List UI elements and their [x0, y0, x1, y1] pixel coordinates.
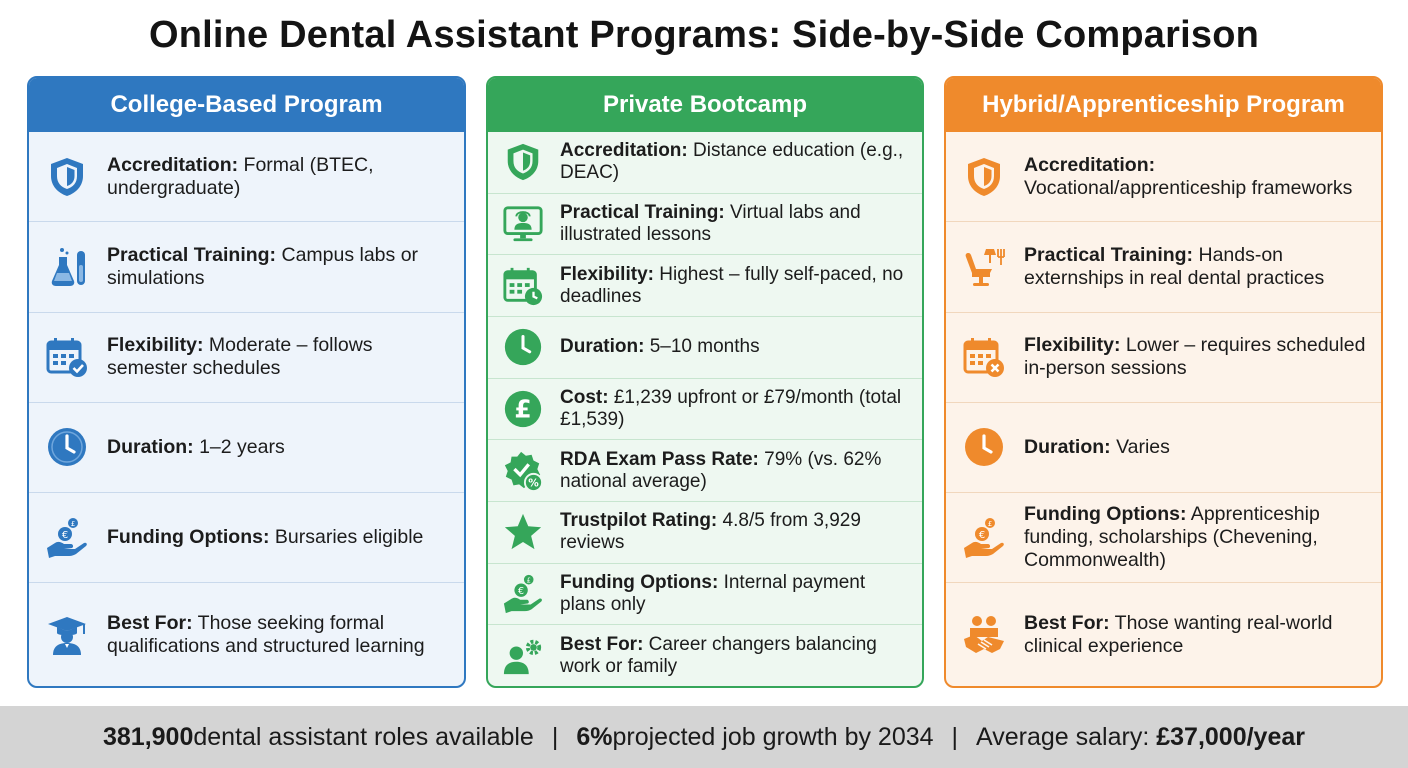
accreditation-row: Accreditation: Distance education (e.g.,… — [488, 132, 922, 193]
clock-icon — [960, 423, 1008, 471]
lab-flask-icon — [43, 243, 91, 291]
funding-options-row: £ € Funding Options: Internal payment pla… — [488, 562, 922, 625]
svg-text:£: £ — [988, 520, 992, 528]
flexibility-row: Flexibility: Moderate – follows semester… — [29, 311, 464, 402]
hand-coins-icon: £ € — [960, 514, 1008, 562]
svg-text:£: £ — [514, 395, 531, 424]
duration-row: Duration: Varies — [946, 401, 1381, 492]
hybrid-program-card: Hybrid/Apprenticeship Program Accreditat… — [944, 76, 1383, 688]
person-gear-icon — [500, 633, 546, 679]
roles-count: 381,900 — [102, 722, 194, 751]
best-for-row: Best For: Those seeking formal qualifica… — [29, 582, 464, 686]
calendar-check-icon — [43, 333, 91, 381]
clock-icon — [500, 324, 546, 370]
cost-row: £ Cost: £1,239 upfront or £79/month (tot… — [488, 377, 922, 440]
college-program-card: College-Based Program Accreditation: For… — [27, 76, 466, 688]
dental-chair-icon — [960, 243, 1008, 291]
virtual-lab-monitor-icon — [500, 201, 546, 247]
accreditation-row: Accreditation: Formal (BTEC, undergradua… — [29, 132, 464, 221]
accreditation-row: Accreditation: Vocational/apprenticeship… — [946, 132, 1381, 221]
svg-text:%: % — [528, 477, 539, 489]
badge-percent-icon: % — [500, 448, 546, 494]
separator: | — [551, 722, 559, 751]
best-for-row: Best For: Those wanting real-world clini… — [946, 582, 1381, 686]
clock-icon — [43, 423, 91, 471]
page-title: Online Dental Assistant Programs: Side-b… — [148, 14, 1260, 56]
hand-coins-icon: £ € — [43, 514, 91, 562]
bootcamp-program-card: Private Bootcamp Accreditation: Distance… — [486, 76, 924, 688]
practical-training-row: Practical Training: Campus labs or simul… — [29, 221, 464, 311]
pound-coin-icon: £ — [500, 386, 546, 432]
calendar-x-icon — [960, 333, 1008, 381]
svg-text:€: € — [979, 530, 985, 541]
shield-icon — [500, 139, 546, 185]
best-for-row: Best For: Career changers balancing work… — [488, 624, 922, 686]
svg-text:£: £ — [527, 577, 531, 585]
duration-row: Duration: 5–10 months — [488, 316, 922, 378]
funding-options-row: £ € Funding Options: Bursaries eligible — [29, 492, 464, 582]
handshake-icon — [960, 611, 1008, 659]
star-icon — [500, 509, 546, 555]
card-header: Private Bootcamp — [488, 78, 922, 132]
growth-percent: 6% — [576, 722, 613, 751]
card-header: Hybrid/Apprenticeship Program — [946, 78, 1381, 132]
practical-training-row: Practical Training: Hands-on externships… — [946, 221, 1381, 311]
shield-icon — [960, 153, 1008, 201]
average-salary: £37,000/year — [1156, 722, 1305, 751]
flexibility-row: Flexibility: Highest – fully self-paced,… — [488, 254, 922, 316]
trustpilot-rating-row: Trustpilot Rating: 4.8/5 from 3,929 revi… — [488, 501, 922, 563]
rda-pass-rate-row: % RDA Exam Pass Rate: 79% (vs. 62% natio… — [488, 439, 922, 501]
svg-text:€: € — [518, 586, 524, 597]
shield-icon — [43, 153, 91, 201]
separator: | — [951, 722, 959, 751]
stats-footer: 381,900 dental assistant roles available… — [0, 706, 1408, 768]
card-header: College-Based Program — [29, 78, 464, 132]
graduate-icon — [43, 611, 91, 659]
hand-coins-icon: £ € — [500, 571, 546, 617]
flexibility-row: Flexibility: Lower – requires scheduled … — [946, 311, 1381, 402]
calendar-clock-icon — [500, 263, 546, 309]
svg-text:€: € — [62, 530, 68, 541]
svg-text:£: £ — [71, 520, 75, 528]
practical-training-row: Practical Training: Virtual labs and ill… — [488, 192, 922, 255]
funding-options-row: £ € Funding Options: Apprenticeship fundi… — [946, 492, 1381, 582]
duration-row: Duration: 1–2 years — [29, 401, 464, 492]
